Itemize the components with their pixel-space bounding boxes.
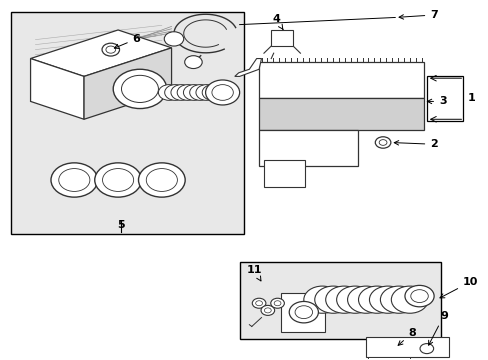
Bar bbox=[259, 98, 424, 130]
Circle shape bbox=[347, 286, 384, 313]
Text: 6: 6 bbox=[114, 34, 140, 49]
Circle shape bbox=[252, 298, 265, 308]
Circle shape bbox=[164, 32, 183, 46]
Circle shape bbox=[390, 286, 427, 313]
Text: 5: 5 bbox=[117, 220, 124, 230]
Circle shape bbox=[288, 301, 318, 323]
Polygon shape bbox=[30, 59, 84, 119]
Text: 1: 1 bbox=[467, 93, 475, 103]
Circle shape bbox=[196, 85, 217, 100]
Text: 7: 7 bbox=[398, 10, 437, 20]
Polygon shape bbox=[30, 30, 171, 76]
Bar bbox=[11, 12, 244, 234]
Circle shape bbox=[205, 80, 239, 105]
Bar bbox=[271, 30, 292, 46]
Circle shape bbox=[59, 168, 90, 192]
Circle shape bbox=[358, 286, 395, 313]
Text: 11: 11 bbox=[246, 265, 262, 281]
Circle shape bbox=[314, 286, 351, 313]
Circle shape bbox=[336, 286, 373, 313]
Circle shape bbox=[202, 85, 223, 100]
Circle shape bbox=[211, 85, 233, 100]
Circle shape bbox=[189, 85, 211, 100]
Circle shape bbox=[419, 343, 433, 354]
Polygon shape bbox=[234, 59, 261, 76]
Bar bbox=[259, 62, 424, 98]
Circle shape bbox=[102, 168, 133, 192]
Circle shape bbox=[325, 286, 362, 313]
Circle shape bbox=[146, 168, 177, 192]
Circle shape bbox=[95, 163, 141, 197]
Bar bbox=[426, 76, 462, 121]
Text: 2: 2 bbox=[393, 139, 437, 149]
Bar bbox=[239, 262, 441, 339]
Circle shape bbox=[369, 286, 406, 313]
Circle shape bbox=[270, 298, 284, 308]
Circle shape bbox=[261, 305, 274, 315]
Bar bbox=[264, 160, 305, 187]
Text: 4: 4 bbox=[272, 14, 283, 30]
Circle shape bbox=[138, 163, 185, 197]
Circle shape bbox=[374, 137, 390, 148]
Circle shape bbox=[294, 306, 312, 319]
Bar bbox=[281, 293, 324, 332]
Text: 10: 10 bbox=[439, 277, 477, 298]
Circle shape bbox=[171, 85, 192, 100]
Bar bbox=[259, 130, 358, 166]
Bar bbox=[366, 337, 448, 357]
Text: 3: 3 bbox=[427, 96, 446, 107]
Text: 8: 8 bbox=[397, 328, 415, 345]
Text: 9: 9 bbox=[428, 311, 447, 345]
Circle shape bbox=[177, 85, 198, 100]
Circle shape bbox=[113, 69, 166, 109]
Circle shape bbox=[106, 46, 116, 53]
Circle shape bbox=[404, 285, 433, 307]
Circle shape bbox=[274, 301, 281, 306]
Circle shape bbox=[255, 301, 262, 306]
Circle shape bbox=[164, 85, 186, 100]
Circle shape bbox=[158, 85, 180, 100]
Circle shape bbox=[264, 308, 271, 313]
Circle shape bbox=[410, 290, 427, 302]
Circle shape bbox=[183, 85, 204, 100]
Circle shape bbox=[303, 286, 340, 313]
Circle shape bbox=[378, 140, 386, 145]
Circle shape bbox=[51, 163, 98, 197]
Circle shape bbox=[380, 286, 416, 313]
Circle shape bbox=[102, 43, 119, 56]
Polygon shape bbox=[368, 357, 409, 360]
Circle shape bbox=[121, 75, 158, 103]
Circle shape bbox=[184, 56, 202, 68]
Polygon shape bbox=[84, 48, 171, 119]
